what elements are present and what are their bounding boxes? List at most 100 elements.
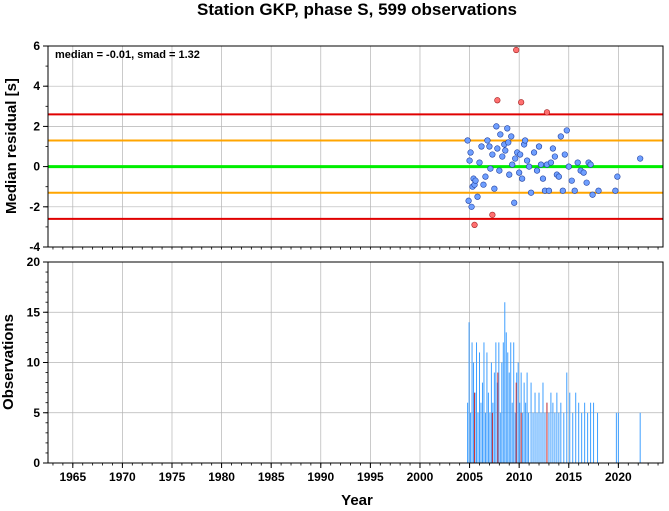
top-y-tick-label: 4 — [33, 79, 40, 93]
x-tick-label: 1970 — [109, 470, 136, 484]
bottom-y-tick-label: 20 — [27, 255, 41, 269]
scatter-point — [565, 163, 572, 170]
scatter-point — [482, 173, 489, 180]
bottom-y-tick-label: 0 — [33, 456, 40, 470]
scatter-point — [509, 161, 516, 168]
scatter-point — [497, 131, 504, 138]
x-tick-label: 1975 — [159, 470, 186, 484]
scatter-point — [478, 143, 485, 150]
scatter-point — [487, 165, 494, 172]
scatter-point — [522, 137, 529, 144]
bottom-bars — [467, 302, 641, 463]
scatter-point — [525, 163, 533, 170]
scatter-point — [505, 139, 512, 146]
bottom-yticks: 0 5 10 15 20 — [27, 255, 48, 470]
scatter-point — [535, 143, 543, 150]
x-tick-label: 1995 — [357, 470, 384, 484]
x-tick-label: 1990 — [307, 470, 334, 484]
x-tick-label: 2020 — [605, 470, 632, 484]
scatter-point — [511, 199, 518, 206]
top-y-tick-label: -2 — [29, 200, 40, 214]
scatter-point — [508, 133, 515, 140]
scatter-point — [512, 155, 519, 162]
outlier-point — [471, 221, 478, 228]
scatter-point — [614, 173, 621, 180]
bottom-xticks: 1965 1970 1975 1980 1985 1990 1995 2000 2005 2010… — [52, 247, 659, 484]
scatter-point — [563, 127, 570, 134]
scatter-point — [517, 151, 524, 158]
bottom-y-tick-label: 15 — [27, 305, 41, 319]
outlier-point — [489, 211, 496, 218]
scatter-point — [465, 197, 472, 204]
scatter-point — [637, 155, 644, 162]
scatter-point — [580, 169, 587, 176]
outlier-point — [513, 46, 520, 54]
scatter-point — [489, 151, 496, 158]
scatter-point — [484, 137, 491, 144]
scatter-point — [583, 179, 590, 186]
top-y-tick-label: 2 — [33, 119, 40, 133]
scatter-point — [464, 137, 471, 144]
scatter-point — [551, 153, 558, 160]
scatter-point — [506, 171, 513, 178]
bottom-y-tick-label: 5 — [33, 406, 40, 420]
scatter-point — [480, 181, 487, 188]
scatter-point — [612, 187, 619, 194]
scatter-point — [502, 147, 509, 154]
scatter-point — [561, 151, 568, 158]
scatter-point — [568, 177, 575, 184]
scatter-point — [595, 187, 602, 194]
scatter-point — [537, 161, 545, 168]
top-y-axis-label: Median residual [s] — [3, 78, 20, 214]
bottom-panel: 0 5 10 15 20 1965 1970 1975 1980 1985 1990 1995 200… — [0, 247, 664, 509]
scatter-point — [530, 149, 538, 156]
scatter-point — [499, 153, 506, 160]
scatter-point — [539, 175, 547, 182]
scatter-point — [555, 173, 562, 180]
scatter-point — [466, 157, 473, 164]
scatter-point — [533, 167, 541, 174]
scatter-point — [468, 203, 475, 210]
bottom-y-axis-label: Observations — [0, 314, 17, 410]
scatter-point — [519, 175, 526, 182]
scatter-point — [476, 159, 483, 166]
top-y-tick-label: 6 — [33, 39, 40, 53]
scatter-point — [587, 161, 594, 168]
x-tick-label: 2005 — [456, 470, 483, 484]
top-threshold-lines — [48, 113, 663, 220]
bottom-grid — [48, 261, 663, 464]
x-tick-label: 1965 — [59, 470, 86, 484]
outlier-point — [518, 99, 525, 106]
x-tick-label: 1985 — [258, 470, 285, 484]
top-y-tick-label: -4 — [29, 240, 40, 254]
x-tick-label: 2010 — [506, 470, 533, 484]
chart-title: Station GKP, phase S, 599 observations — [197, 0, 517, 19]
scatter-point — [496, 167, 503, 174]
scatter-point — [486, 143, 493, 150]
scatter-point — [571, 187, 578, 194]
top-annotation: median = -0.01, smad = 1.32 — [55, 49, 200, 61]
top-frame — [47, 45, 664, 248]
outlier-point — [543, 109, 551, 116]
scatter-point — [472, 177, 479, 184]
top-yticks: -4 -2 0 2 4 6 — [29, 39, 48, 254]
top-panel: -4 -2 0 2 4 6 median = -0.01, smad = 1.32 Med… — [3, 39, 664, 254]
outlier-point — [494, 97, 501, 104]
scatter-point — [545, 187, 553, 194]
scatter-point — [467, 149, 474, 156]
scatter-point — [559, 187, 566, 194]
top-y-tick-label: 0 — [33, 160, 40, 174]
scatter-point — [527, 189, 535, 196]
scatter-point — [557, 133, 564, 140]
x-tick-label: 1980 — [208, 470, 235, 484]
x-axis-label: Year — [341, 492, 373, 509]
scatter-point — [574, 159, 581, 166]
scatter-point — [491, 185, 498, 192]
scatter-point — [549, 145, 556, 152]
scatter-point — [547, 159, 555, 166]
scatter-point — [589, 191, 596, 198]
x-tick-label: 2000 — [407, 470, 434, 484]
scatter-point — [524, 157, 531, 164]
x-tick-label: 2015 — [555, 470, 582, 484]
